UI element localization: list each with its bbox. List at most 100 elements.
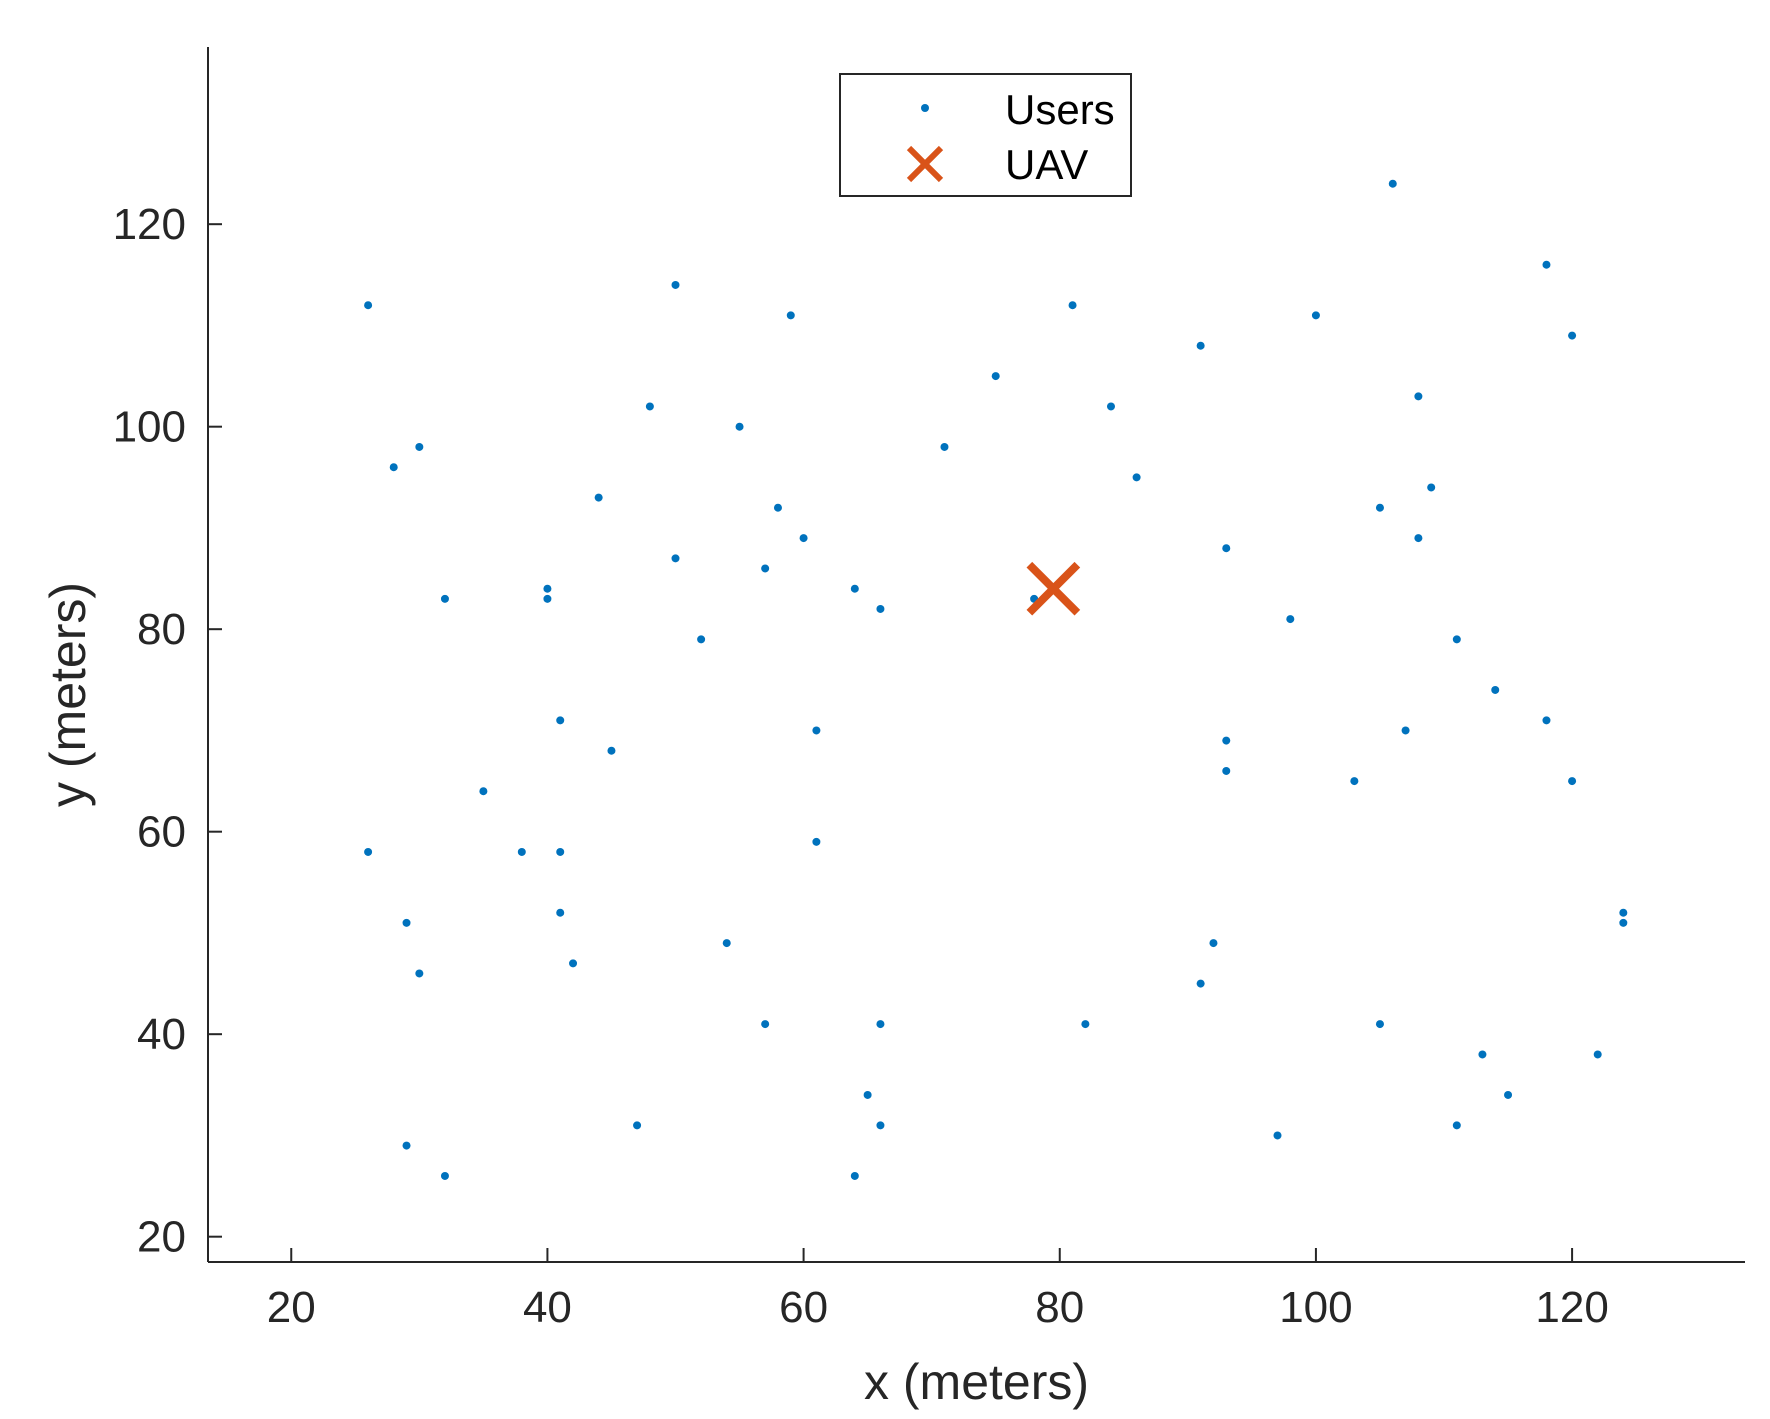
user-point	[517, 847, 526, 856]
user-point	[876, 604, 885, 613]
user-point	[479, 787, 488, 796]
user-point	[799, 534, 808, 543]
user-point	[1222, 544, 1231, 553]
y-tick-label: 60	[137, 808, 186, 857]
user-point	[1619, 908, 1628, 917]
user-point	[1196, 341, 1205, 350]
user-point	[543, 584, 552, 593]
data-points	[364, 179, 1628, 1180]
user-point	[1132, 473, 1141, 482]
user-point	[812, 837, 821, 846]
legend-box	[839, 73, 1132, 197]
user-point	[863, 1090, 872, 1099]
user-point	[1350, 777, 1359, 786]
user-point	[1222, 766, 1231, 775]
user-point	[1311, 311, 1320, 320]
user-point	[1286, 615, 1295, 624]
user-point	[1542, 716, 1551, 725]
user-point	[389, 463, 398, 472]
user-point	[1452, 635, 1461, 644]
x-ticks: 20 40 60 80 100 120	[267, 1248, 1609, 1332]
user-point	[440, 594, 449, 603]
y-tick-label: 20	[137, 1213, 186, 1262]
y-tick-label: 100	[113, 403, 186, 452]
user-point	[1427, 483, 1436, 492]
user-point	[556, 908, 565, 917]
y-tick-label: 80	[137, 605, 186, 654]
x-tick-label: 20	[267, 1283, 316, 1332]
user-point	[645, 402, 654, 411]
user-point	[735, 422, 744, 431]
user-point	[1452, 1121, 1461, 1130]
y-ticks: 20 40 60 80 100 120	[113, 200, 222, 1262]
user-point	[761, 1020, 770, 1029]
user-point	[991, 372, 1000, 381]
user-point	[671, 280, 680, 289]
y-tick-label: 120	[113, 200, 186, 249]
user-point	[569, 959, 578, 968]
legend-users-label: Users	[1005, 86, 1115, 133]
user-point	[1478, 1050, 1487, 1059]
user-point	[402, 1141, 411, 1150]
user-point	[543, 594, 552, 603]
user-point	[876, 1020, 885, 1029]
user-point	[402, 918, 411, 927]
user-point	[1068, 301, 1077, 310]
user-point	[1593, 1050, 1602, 1059]
user-point	[364, 301, 373, 310]
x-tick-label: 40	[523, 1283, 572, 1332]
user-point	[876, 1121, 885, 1130]
user-point	[1414, 392, 1423, 401]
x-tick-label: 100	[1279, 1283, 1352, 1332]
user-point	[556, 716, 565, 725]
user-point	[940, 442, 949, 451]
user-point	[1388, 179, 1397, 188]
legend-uav-marker	[906, 145, 944, 183]
x-axis-label: x (meters)	[864, 1354, 1089, 1410]
user-point	[1542, 260, 1551, 269]
user-point	[1081, 1020, 1090, 1029]
user-point	[786, 311, 795, 320]
user-point	[440, 1171, 449, 1180]
user-point	[1491, 685, 1500, 694]
axes: 20 40 60 80 100 120 20 40 60 80 100 120	[113, 47, 1745, 1332]
user-point	[1375, 1020, 1384, 1029]
y-tick-label: 40	[137, 1010, 186, 1059]
user-point	[671, 554, 680, 563]
legend: Users UAV	[839, 73, 1132, 197]
uav-marker	[1026, 561, 1081, 616]
user-point	[1273, 1131, 1282, 1140]
user-point	[1504, 1090, 1513, 1099]
user-point	[1222, 736, 1231, 745]
user-point	[1106, 402, 1115, 411]
user-point	[722, 939, 731, 948]
user-point	[415, 969, 424, 978]
y-axis-label: y (meters)	[40, 582, 96, 807]
user-point	[364, 847, 373, 856]
legend-uav-label: UAV	[1005, 141, 1088, 188]
user-point	[1209, 939, 1218, 948]
user-point	[633, 1121, 642, 1130]
user-point	[812, 726, 821, 735]
user-point	[1568, 777, 1577, 786]
user-point	[1414, 534, 1423, 543]
user-point	[556, 847, 565, 856]
user-point	[594, 493, 603, 502]
x-tick-label: 80	[1035, 1283, 1084, 1332]
user-point	[1619, 918, 1628, 927]
user-point	[415, 442, 424, 451]
legend-users-marker	[921, 104, 929, 112]
user-point	[607, 746, 616, 755]
user-point	[850, 584, 859, 593]
user-point	[1568, 331, 1577, 340]
x-tick-label: 60	[779, 1283, 828, 1332]
user-point	[761, 564, 770, 573]
user-point	[697, 635, 706, 644]
x-tick-label: 120	[1535, 1283, 1608, 1332]
user-point	[1375, 503, 1384, 512]
user-point	[773, 503, 782, 512]
user-point	[1196, 979, 1205, 988]
user-point	[1401, 726, 1410, 735]
user-point	[850, 1171, 859, 1180]
